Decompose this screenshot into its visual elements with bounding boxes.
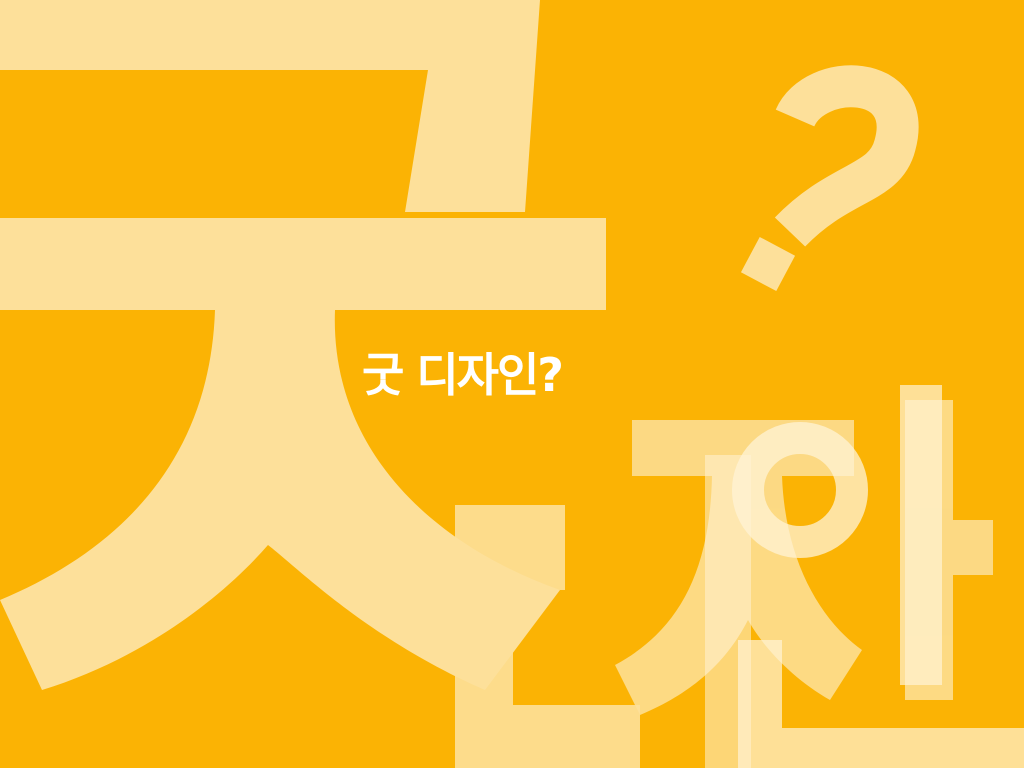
slide-title: 굿 디자인? (362, 348, 564, 402)
giant-in-glyph (705, 385, 1024, 768)
giant-geut-glyph (0, 0, 606, 690)
giant-di-glyph (455, 505, 640, 768)
question-mark-icon (740, 65, 919, 292)
